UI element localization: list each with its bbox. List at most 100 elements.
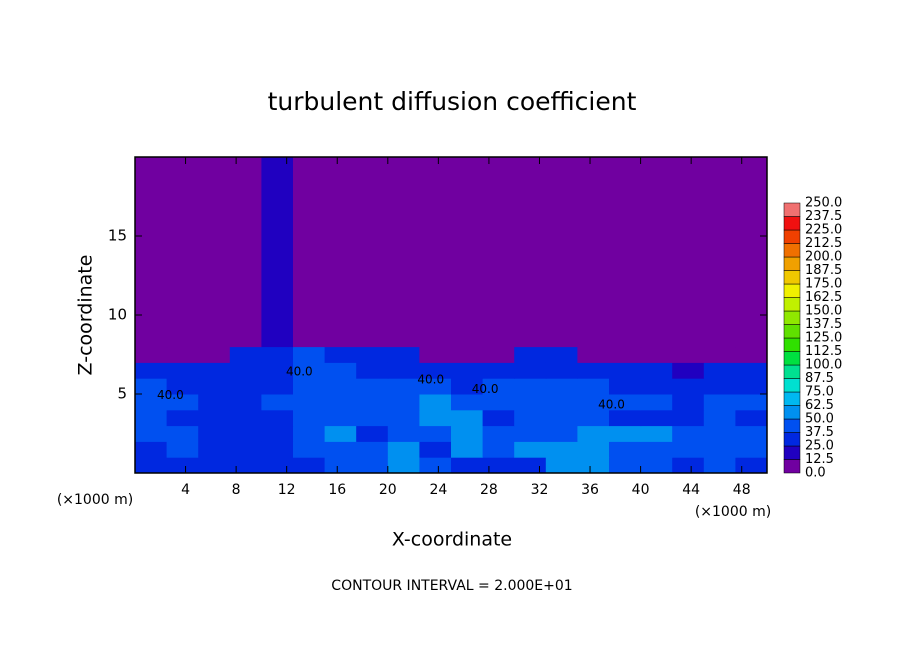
- field-cell: [387, 394, 420, 411]
- field-cell: [451, 441, 484, 458]
- x-tick-label: 20: [379, 482, 397, 498]
- field-cell: [514, 378, 547, 395]
- unit-label: (×1000 m): [695, 504, 771, 520]
- colorbar-label: 187.5: [805, 263, 842, 278]
- field-cell: [387, 457, 420, 474]
- colorbar-swatch: [783, 270, 801, 285]
- field-cell: [229, 457, 262, 474]
- field-cell: [135, 425, 168, 442]
- field-cell: [419, 394, 452, 411]
- field-cell: [577, 346, 610, 363]
- field-cell: [735, 157, 768, 348]
- field-cell: [482, 394, 515, 411]
- field-cell: [577, 362, 610, 379]
- field-cell: [609, 378, 642, 395]
- field-cell: [451, 346, 484, 363]
- field-cell: [482, 441, 515, 458]
- field-cell: [640, 409, 673, 427]
- field-cell: [166, 425, 199, 442]
- field-cell: [261, 157, 294, 348]
- x-tick-label: 32: [531, 482, 549, 498]
- field-cell: [672, 394, 705, 411]
- field-cell: [166, 378, 199, 395]
- field-cell: [514, 394, 547, 411]
- chart-title: turbulent diffusion coefficient: [268, 87, 637, 116]
- field-cell: [577, 378, 610, 395]
- field-cell: [387, 441, 420, 458]
- field-cell: [135, 157, 168, 348]
- field-cell: [166, 441, 199, 458]
- colorbar-swatch: [783, 378, 801, 393]
- field-cell: [577, 457, 610, 474]
- field-cell: [735, 394, 768, 411]
- colorbar-label: 37.5: [805, 425, 834, 440]
- field-cell: [261, 441, 294, 458]
- field-cell: [198, 425, 231, 442]
- field-cell: [135, 457, 168, 474]
- field-cell: [451, 378, 484, 395]
- field-cell: [356, 378, 389, 395]
- colorbar-swatch: [783, 229, 801, 244]
- field-cell: [324, 394, 357, 411]
- field-cell: [261, 394, 294, 411]
- field-cell: [229, 362, 262, 379]
- field-cell: [229, 378, 262, 395]
- field-cell: [324, 457, 357, 474]
- field-cell: [735, 457, 768, 474]
- field-cell: [324, 346, 357, 363]
- colorbar-swatch: [783, 364, 801, 379]
- colorbar-swatch: [783, 445, 801, 460]
- field-cell: [545, 346, 578, 363]
- colorbar-swatch: [783, 337, 801, 352]
- field-cell: [735, 362, 768, 379]
- field-cell: [229, 157, 262, 348]
- field-cell: [135, 378, 168, 395]
- field-cell: [735, 346, 768, 363]
- field-cell: [482, 362, 515, 379]
- x-tick-label: 16: [328, 482, 346, 498]
- x-tick-label: 8: [232, 482, 241, 498]
- field-cell: [198, 362, 231, 379]
- field-cell: [735, 378, 768, 395]
- field-cell: [703, 157, 736, 348]
- field-cell: [293, 394, 326, 411]
- field-cell: [356, 425, 389, 442]
- colorbar-swatch: [783, 405, 801, 420]
- field-cell: [482, 425, 515, 442]
- field-cell: [387, 157, 420, 348]
- colorbar-swatch: [783, 391, 801, 406]
- colorbar-label: 200.0: [805, 250, 842, 265]
- field-cell: [356, 457, 389, 474]
- field-cell: [356, 362, 389, 379]
- field-cell: [640, 441, 673, 458]
- field-cell: [609, 425, 642, 442]
- colorbar-label: 237.5: [805, 209, 842, 224]
- field-cell: [735, 425, 768, 442]
- field-cell: [229, 394, 262, 411]
- field-cell: [577, 441, 610, 458]
- field-cell: [166, 394, 199, 411]
- field-cell: [293, 346, 326, 363]
- field-cell: [545, 457, 578, 474]
- field-cell: [198, 409, 231, 427]
- colorbar-label: 175.0: [805, 277, 842, 292]
- field-cell: [198, 394, 231, 411]
- contour-label: 40.0: [286, 364, 313, 378]
- colorbar-label: 250.0: [805, 196, 842, 211]
- field-cell: [356, 394, 389, 411]
- field-cell: [198, 378, 231, 395]
- field-cell: [514, 409, 547, 427]
- field-cell: [387, 362, 420, 379]
- field-cell: [324, 441, 357, 458]
- field-cell: [703, 394, 736, 411]
- x-tick-label: 12: [278, 482, 296, 498]
- contour-label: 40.0: [157, 388, 184, 402]
- field-cell: [451, 362, 484, 379]
- field-cell: [419, 425, 452, 442]
- field-cell: [703, 362, 736, 379]
- field-cell: [166, 346, 199, 363]
- field-cell: [640, 394, 673, 411]
- field-cell: [703, 378, 736, 395]
- field-cell: [703, 346, 736, 363]
